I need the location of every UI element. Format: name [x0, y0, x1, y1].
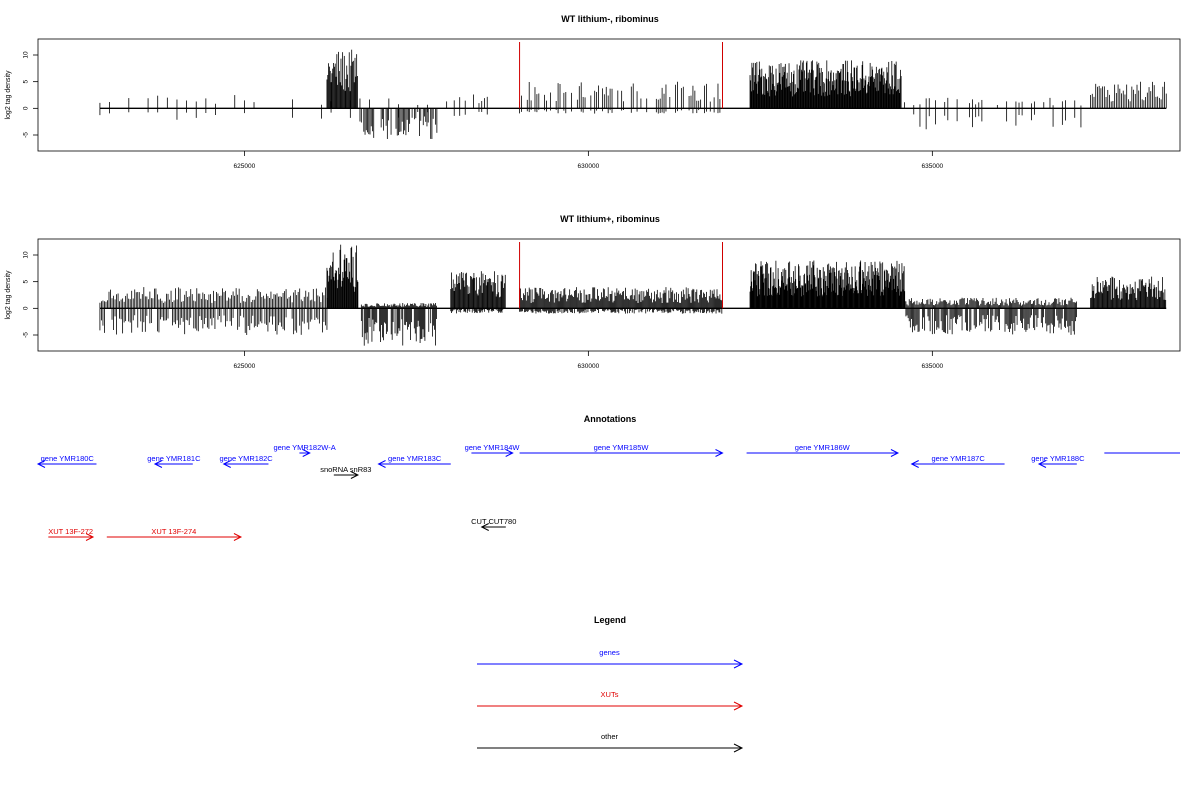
panel-title: WT lithium+, ribominus	[560, 214, 660, 224]
annotation-feature: gene YMR180C	[36, 454, 97, 468]
x-tick-label: 635000	[921, 363, 943, 370]
plot-frame	[37, 238, 1181, 352]
feature-list: gene YMR180C gene YMR181C gene YMR182Cgene…	[36, 443, 1180, 541]
x-tick-label: 630000	[578, 363, 600, 370]
track-panel-lithium-plus: WT lithium+, ribominus log2 tag density …	[5, 214, 1181, 370]
feature-label: gene YMR188C	[1031, 454, 1085, 463]
y-tick-label: -5	[23, 132, 30, 138]
annotation-feature: gene YMR187C	[910, 454, 1005, 468]
annotation-feature: gene YMR181C	[147, 454, 201, 468]
annotation-feature: gene YMR183C	[377, 454, 451, 468]
density-bars	[99, 242, 1167, 346]
feature-arrowhead	[302, 449, 311, 457]
feature-label: gene YMR181C	[147, 454, 201, 463]
feature-arrowhead	[85, 533, 95, 541]
legend-title: Legend	[594, 615, 626, 625]
annotation-feature: gene YMR182W-A	[273, 443, 336, 457]
legend-item: genes	[477, 648, 744, 669]
annotation-feature: snoRNA snR83	[320, 465, 371, 479]
y-tick-label: 0	[23, 306, 30, 310]
feature-label: gene YMR182W-A	[273, 443, 335, 452]
y-axis: -5 0 5 10	[23, 251, 38, 338]
annotations-track: Annotations gene YMR180C gene YMR181C gene…	[36, 414, 1180, 541]
legend-item: other	[477, 732, 744, 753]
y-tick-label: 5	[23, 279, 30, 283]
plot-frame	[37, 38, 1181, 152]
feature-label: gene YMR182C	[219, 454, 273, 463]
legend-arrowhead	[733, 743, 744, 753]
feature-label: gene YMR183C	[388, 454, 442, 463]
feature-label: gene YMR187C	[932, 454, 986, 463]
legend-item: XUTs	[477, 690, 744, 711]
y-tick-label: 10	[23, 251, 30, 259]
legend: Legend genes XUTs other	[477, 615, 744, 753]
annotations-title: Annotations	[584, 414, 637, 424]
feature-arrowhead	[910, 460, 919, 468]
feature-label: XUT 13F-272	[48, 527, 93, 536]
density-bars	[99, 42, 1167, 139]
feature-label: gene YMR185W	[594, 443, 650, 452]
feature-arrowhead	[715, 449, 724, 457]
legend-label: XUTs	[601, 690, 619, 699]
x-tick-label: 625000	[234, 363, 256, 370]
feature-arrowhead	[890, 449, 900, 457]
legend-arrowhead	[733, 659, 744, 669]
feature-arrowhead	[350, 471, 360, 479]
feature-arrowhead	[505, 449, 514, 457]
legend-arrowhead	[733, 701, 744, 711]
x-axis: 625000 630000 635000	[234, 151, 944, 170]
x-axis: 625000 630000 635000	[234, 351, 944, 370]
legend-label: genes	[599, 648, 620, 657]
x-tick-label: 625000	[234, 163, 256, 170]
feature-arrowhead	[480, 523, 489, 531]
annotation-feature: gene YMR184W	[465, 443, 521, 457]
legend-label: other	[601, 732, 619, 741]
annotation-feature: gene YMR186W	[746, 443, 900, 457]
panel-title: WT lithium-, ribominus	[561, 14, 659, 24]
annotation-feature: gene YMR185W	[519, 443, 724, 457]
annotation-feature: gene YMR182C	[219, 454, 273, 468]
y-axis: -5 0 5 10	[23, 51, 38, 138]
feature-arrowhead	[153, 460, 163, 468]
y-tick-label: -5	[23, 332, 30, 338]
legend-items: genes XUTs other	[477, 648, 744, 753]
y-tick-label: 5	[23, 79, 30, 83]
feature-label: snoRNA snR83	[320, 465, 371, 474]
feature-arrowhead	[233, 533, 243, 541]
feature-arrowhead	[1037, 460, 1047, 468]
feature-arrowhead	[36, 460, 46, 468]
feature-label: XUT 13F-274	[151, 527, 196, 536]
y-axis-label: log2 tag density	[5, 70, 12, 120]
feature-label: CUT CUT780	[471, 517, 516, 526]
feature-arrowhead	[377, 460, 386, 468]
annotation-feature: CUT CUT780	[471, 517, 516, 531]
track-panel-lithium-minus: WT lithium-, ribominus log2 tag density …	[5, 14, 1181, 170]
feature-label: gene YMR186W	[795, 443, 851, 452]
x-tick-label: 635000	[921, 163, 943, 170]
y-tick-label: 0	[23, 106, 30, 110]
x-tick-label: 630000	[578, 163, 600, 170]
feature-arrowhead	[222, 460, 231, 468]
annotation-feature: XUT 13F-272	[48, 527, 95, 541]
feature-label: gene YMR184W	[465, 443, 521, 452]
annotation-feature: gene YMR188C	[1031, 454, 1085, 468]
y-axis-label: log2 tag density	[5, 270, 12, 320]
annotation-feature: XUT 13F-274	[106, 527, 243, 541]
feature-label: gene YMR180C	[41, 454, 95, 463]
y-tick-label: 10	[23, 51, 30, 59]
